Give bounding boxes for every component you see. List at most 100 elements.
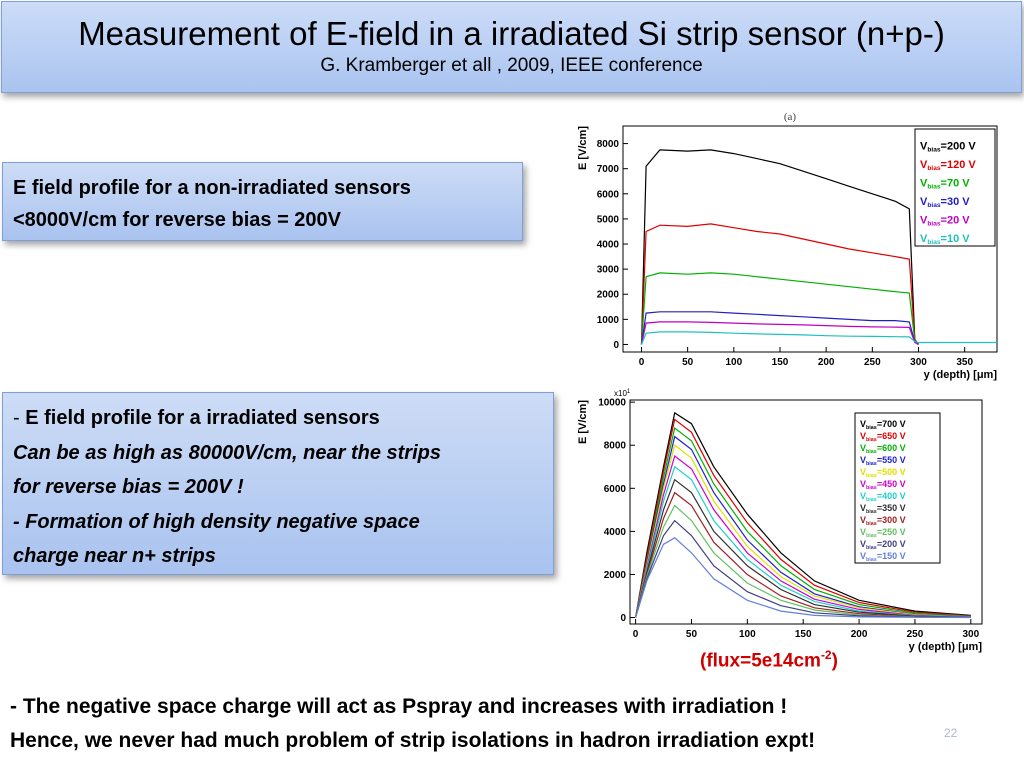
callout-line: <8000V/cm for reverse bias = 200V <box>13 209 342 231</box>
legend-entry-value: =250 V <box>877 527 906 537</box>
y-tick-label: 2000 <box>597 290 620 301</box>
flux-suffix: ) <box>831 650 838 672</box>
x-tick-label: 300 <box>962 629 979 640</box>
callout-line: E field profile for a non-irradiated sen… <box>13 177 411 199</box>
x-tick-label: 350 <box>956 357 973 368</box>
y-tick-label: 5000 <box>597 214 620 225</box>
series-group <box>640 149 997 346</box>
y-axis-label: E [V/cm] <box>577 400 589 444</box>
series-line <box>640 331 997 345</box>
y-tick-label: 7000 <box>597 164 620 175</box>
legend-entry-value: =400 V <box>877 491 906 501</box>
y-tick-label: 1000 <box>597 315 620 326</box>
y-tick-label: 4000 <box>604 527 627 538</box>
y-tick-label: 2000 <box>604 570 627 581</box>
flux-exponent: -2 <box>820 648 832 662</box>
series-line <box>640 311 919 345</box>
y-tick-label: 10000 <box>598 398 626 409</box>
legend-entry-value: =550 V <box>877 455 906 465</box>
plot-non-irradiated: 0 50 100 150 200 250 300 350 0 1000 2000 3000 4000 50… <box>577 111 998 381</box>
y-tick-label: 0 <box>613 340 619 351</box>
y-tick-label: 6000 <box>597 189 620 200</box>
conclusion-text: - The negative space charge will act as … <box>10 690 815 758</box>
series-line <box>635 537 971 619</box>
legend-entry-value: =300 V <box>877 515 906 525</box>
callout-heading-text: E field profile for a irradiated sensors <box>25 407 380 429</box>
legend-entry-sub: bias <box>927 184 941 191</box>
legend-entry-value: =10 V <box>941 233 971 245</box>
series-line <box>635 519 971 618</box>
conclusion-line: Hence, we never had much problem of stri… <box>10 729 816 752</box>
x-tick-label: 50 <box>686 629 698 640</box>
legend-entry-value: =20 V <box>941 215 971 227</box>
x-tick-label: 150 <box>772 357 789 368</box>
legend-entry-sub: bias <box>866 533 877 539</box>
flux-prefix: (flux=5e14cm <box>700 650 821 672</box>
callout-heading: - E field profile for a irradiated senso… <box>13 401 543 436</box>
series-line <box>640 149 919 345</box>
legend-entry-sub: bias <box>927 202 941 209</box>
series-line <box>635 491 971 618</box>
legend-entry-sub: bias <box>866 521 877 527</box>
plot-irradiated: 0 50 100 150 200 250 300 0 2000 4000 6000 8000 10000… <box>577 389 983 653</box>
y-exponent-power: 1 <box>627 389 631 395</box>
legend-entry-value: =450 V <box>877 479 906 489</box>
legend-entry-sub: bias <box>866 485 877 491</box>
legend-entry-sub: bias <box>927 221 941 228</box>
x-axis-label: y (depth) [μm] <box>924 369 998 381</box>
x-tick-label: 0 <box>633 629 639 640</box>
callout-line: charge near n+ strips <box>13 545 216 567</box>
x-axis-label: y (depth) [μm] <box>909 641 983 653</box>
x-tick-label: 200 <box>818 357 835 368</box>
legend-entry-sub: bias <box>866 437 877 443</box>
slide-number: 22 <box>944 726 958 740</box>
x-tick-label: 300 <box>910 357 927 368</box>
series-line <box>635 418 971 618</box>
legend-entry-value: =500 V <box>877 467 906 477</box>
series-line <box>635 411 971 618</box>
y-tick-label: 8000 <box>597 139 620 150</box>
legend-entry-value: =70 V <box>941 178 971 190</box>
series-group <box>635 411 971 619</box>
legend-entry-sub: bias <box>866 557 877 563</box>
y-tick-label: 6000 <box>604 484 627 495</box>
legend-entry-value: =700 V <box>877 419 906 429</box>
x-tick-label: 250 <box>907 629 924 640</box>
legend-entry-value: =30 V <box>941 196 971 208</box>
series-line <box>635 465 971 618</box>
legend-entry-value: =600 V <box>877 443 906 453</box>
legend-entry-value: =350 V <box>877 503 906 513</box>
irradiated-callout: - E field profile for a irradiated senso… <box>2 392 554 575</box>
y-tick-label: 8000 <box>604 441 627 452</box>
x-tick-label: 0 <box>639 357 645 368</box>
legend-box <box>914 128 996 247</box>
legend-entry-sub: bias <box>927 147 941 154</box>
legend-entry-sub: bias <box>866 425 877 431</box>
y-exponent-label: x101 <box>614 389 631 398</box>
legend-entry-sub: bias <box>866 473 877 479</box>
callout-line: for reverse bias = 200V ! <box>13 476 244 498</box>
legend-entry: Vbias=120 V <box>920 159 976 172</box>
bullet-dash: - <box>13 407 26 429</box>
series-line <box>640 321 919 346</box>
legend-entry-value: =120 V <box>941 159 977 171</box>
legend-entry-sub: bias <box>866 497 877 503</box>
conclusion-line: - The negative space charge will act as … <box>10 695 788 718</box>
y-axis-label: E [V/cm] <box>577 126 589 170</box>
y-tick-label: 0 <box>620 613 626 624</box>
legend-box <box>854 412 941 564</box>
series-line <box>635 426 971 618</box>
series-line <box>635 444 971 618</box>
x-tick-label: 100 <box>739 629 756 640</box>
legend-entry-value: =150 V <box>877 551 906 561</box>
x-tick-label: 200 <box>851 629 868 640</box>
series-line <box>635 435 971 618</box>
slide-subtitle: G. Kramberger et all , 2009, IEEE confer… <box>320 55 703 76</box>
panel-label: (a) <box>784 111 797 123</box>
title-banner: Measurement of E-field in a irradiated S… <box>1 1 1022 93</box>
legend-entry-value: =650 V <box>877 431 906 441</box>
legend-entry-value: =200 V <box>877 539 906 549</box>
legend-entry-sub: bias <box>866 545 877 551</box>
